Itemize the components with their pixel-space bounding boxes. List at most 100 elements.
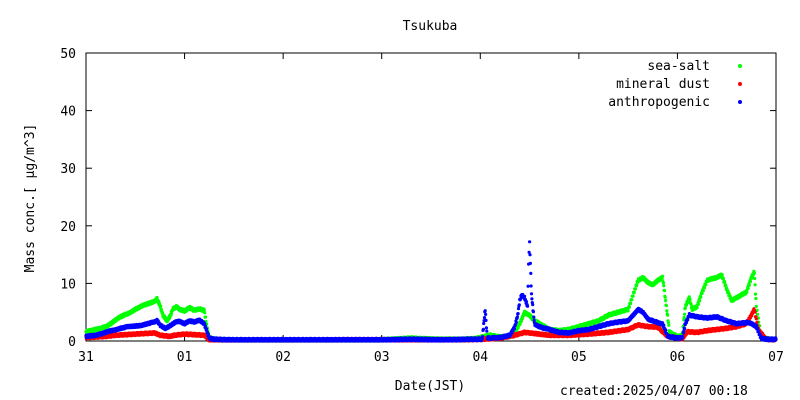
x-tick-label: 02 — [275, 350, 291, 365]
series-sea-salt — [84, 269, 778, 343]
data-point — [723, 280, 727, 284]
data-point — [530, 297, 534, 301]
data-point — [205, 327, 209, 331]
data-point — [666, 313, 670, 317]
data-point — [721, 277, 726, 281]
x-tick-label: 06 — [670, 350, 686, 365]
data-point — [683, 312, 687, 316]
data-point — [755, 320, 759, 324]
data-point — [528, 253, 532, 257]
data-point — [664, 304, 669, 308]
x-tick-label: 31 — [78, 350, 94, 365]
data-point — [663, 295, 667, 299]
data-point — [514, 320, 518, 324]
series-anthropogenic — [84, 240, 778, 343]
data-point — [203, 315, 208, 319]
data-point — [521, 316, 525, 320]
data-point — [753, 276, 757, 281]
data-point — [665, 309, 669, 313]
data-point — [666, 321, 671, 325]
data-point — [701, 289, 705, 293]
y-tick-label: 20 — [60, 220, 76, 235]
data-point — [526, 284, 530, 288]
data-point — [753, 310, 757, 314]
data-point — [688, 297, 692, 301]
chart-title: Tsukuba — [403, 19, 458, 34]
data-point — [755, 312, 760, 316]
data-point — [528, 261, 533, 265]
data-point — [664, 298, 668, 303]
data-point — [748, 279, 753, 284]
data-point — [704, 283, 708, 287]
data-point — [481, 334, 485, 339]
data-point — [661, 274, 665, 278]
data-point — [700, 291, 704, 296]
data-point — [667, 323, 671, 327]
data-point — [660, 277, 664, 281]
series-layer — [84, 240, 778, 343]
data-point — [745, 290, 749, 294]
y-tick-label: 10 — [60, 277, 76, 292]
data-point — [529, 271, 533, 275]
data-point — [483, 309, 487, 313]
data-point — [532, 315, 536, 319]
data-point — [516, 326, 520, 330]
data-point — [484, 318, 488, 322]
data-point — [529, 292, 534, 296]
data-point — [481, 327, 485, 331]
data-point — [630, 298, 634, 302]
data-point — [203, 311, 207, 315]
data-point — [746, 287, 750, 291]
x-tick-label: 04 — [472, 350, 488, 365]
data-point — [720, 273, 724, 277]
data-point — [698, 299, 702, 303]
data-point — [752, 271, 756, 275]
data-point — [159, 304, 163, 308]
x-tick-label: 01 — [177, 350, 193, 365]
y-tick-label: 30 — [60, 162, 76, 177]
data-point — [484, 312, 488, 316]
data-point — [517, 303, 521, 307]
x-tick-label: 03 — [374, 350, 390, 365]
data-point — [695, 306, 699, 310]
data-point — [662, 284, 666, 288]
data-point — [524, 300, 529, 304]
data-point — [754, 304, 758, 308]
data-point — [753, 283, 757, 287]
data-point — [519, 319, 524, 323]
data-point — [202, 308, 206, 312]
y-tick-label: 0 — [68, 335, 76, 350]
data-point — [699, 295, 703, 299]
data-point — [516, 312, 520, 316]
data-point — [629, 301, 633, 306]
data-point — [626, 309, 630, 313]
data-point — [170, 311, 174, 315]
x-tick-label: 07 — [768, 350, 784, 365]
data-point — [485, 329, 489, 333]
data-point — [683, 306, 687, 310]
data-point — [529, 284, 533, 288]
data-point — [662, 289, 667, 293]
data-point — [155, 295, 159, 300]
data-point — [631, 294, 635, 298]
data-point — [702, 286, 707, 290]
data-point — [747, 283, 751, 287]
data-point — [484, 326, 488, 330]
data-point — [754, 317, 758, 321]
y-tick-label: 40 — [60, 105, 76, 120]
data-point — [661, 281, 666, 285]
data-point — [523, 294, 527, 298]
data-point — [635, 283, 639, 287]
data-point — [482, 316, 487, 320]
data-point — [687, 295, 691, 299]
data-point — [682, 315, 686, 320]
data-point — [482, 321, 486, 326]
data-point — [206, 332, 211, 337]
data-point — [526, 304, 530, 308]
data-point — [531, 303, 535, 307]
x-axis: 31 01 02 03 04 05 06 07 — [78, 53, 784, 365]
y-tick-label: 50 — [60, 47, 76, 62]
data-point — [632, 290, 636, 294]
data-point — [528, 240, 532, 244]
